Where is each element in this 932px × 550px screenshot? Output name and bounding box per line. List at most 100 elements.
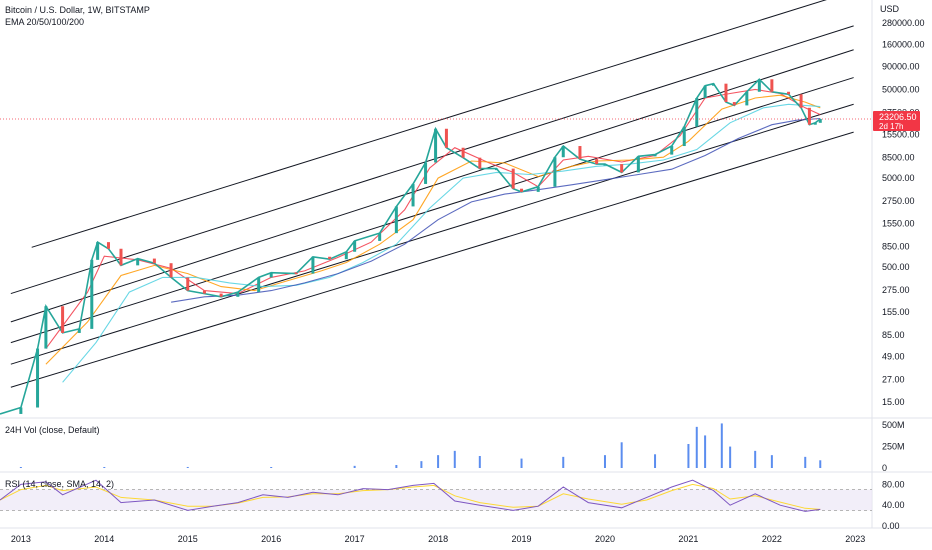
volume-bar (562, 456, 565, 468)
channel-line (31, 0, 827, 248)
price-tick-label: 15.00 (882, 397, 905, 407)
ema-lines (45, 88, 821, 383)
price-candle (219, 293, 223, 297)
price-candle (636, 156, 640, 173)
price-candle (478, 157, 482, 169)
price-tick-label: 5000.00 (882, 173, 915, 183)
price-candle (328, 256, 332, 260)
price-candle (96, 242, 100, 260)
rsi-ma-line (0, 483, 821, 510)
price-tick-label: 49.00 (882, 351, 905, 361)
volume-legend[interactable]: 24H Vol (close, Default) (5, 425, 100, 435)
price-candle (520, 188, 524, 192)
volume-bar (186, 466, 189, 468)
price-tick-label: 275.00 (882, 285, 910, 295)
time-tick-label: 2019 (512, 534, 532, 544)
time-tick-label: 2020 (595, 534, 615, 544)
price-candle (603, 164, 607, 166)
price-candle (724, 83, 728, 103)
price-candle (434, 128, 438, 163)
price-candle (787, 91, 791, 95)
price-candle (536, 186, 540, 192)
price-candle (61, 306, 65, 333)
currency-label: USD (880, 4, 900, 14)
price-candle (770, 79, 774, 92)
price-candle (44, 306, 48, 349)
price-tick-label: 160000.00 (882, 40, 925, 50)
volume-tick-label: 250M (882, 442, 905, 452)
price-tick-label: 15500.00 (882, 130, 920, 140)
rsi-legend[interactable]: RSI (14, close, SMA, 14, 2) (5, 479, 115, 489)
volume-bar (720, 423, 723, 468)
volume-bar (453, 450, 456, 468)
time-tick-label: 2021 (678, 534, 698, 544)
volume-bar (819, 460, 822, 468)
price-candle (394, 206, 398, 234)
volume-bar (695, 426, 698, 468)
volume-bar (603, 455, 606, 468)
price-candle (411, 183, 415, 207)
price-candle (818, 118, 822, 123)
rsi-tick-label: 40.00 (882, 500, 905, 510)
price-candle (36, 348, 40, 408)
volume-tick-label: 500M (882, 420, 905, 430)
price-candle (695, 97, 699, 127)
price-tick-label: 155.00 (882, 307, 910, 317)
price-axis[interactable]: 280000.00160000.0090000.0050000.0027500.… (882, 18, 925, 531)
volume-bar (620, 442, 623, 468)
price-candle (294, 272, 298, 275)
volume-bar (520, 458, 523, 468)
volume-bar (270, 467, 273, 468)
price-candle (461, 147, 465, 158)
volume-bar (420, 461, 423, 468)
price-tick-label: 850.00 (882, 241, 910, 251)
price-candle (378, 233, 382, 241)
price-candle (269, 272, 273, 278)
price-candle (236, 292, 240, 297)
price-tick-label: 27.00 (882, 374, 905, 384)
ema50-line (45, 94, 821, 365)
symbol-title[interactable]: Bitcoin / U.S. Dollar, 1W, BITSTAMP (5, 5, 150, 15)
price-tick-label: 50000.00 (882, 84, 920, 94)
price-candle (90, 259, 94, 329)
price-candle (670, 146, 674, 155)
price-candle (257, 277, 261, 293)
ema20-line (45, 88, 821, 349)
volume-bar (654, 454, 657, 468)
price-tick-label: 1550.00 (882, 218, 915, 228)
volume-bar (729, 446, 732, 468)
volume-bar (103, 467, 106, 468)
channel-line (10, 49, 854, 323)
price-tag-value: 23206.50 (879, 112, 917, 122)
price-candle (807, 107, 811, 125)
price-candle (653, 154, 657, 157)
price-candle (202, 290, 206, 294)
time-axis[interactable]: 2013 2014 2015 2016 2017 2018 2019 2020 2021 2022… (11, 534, 865, 544)
time-tick-label: 2013 (11, 534, 31, 544)
price-candle (757, 79, 761, 92)
price-candle (19, 407, 23, 414)
price-candle (136, 258, 140, 266)
main-legend: Bitcoin / U.S. Dollar, 1W, BITSTAMP EMA … (5, 4, 150, 28)
ema-legend[interactable]: EMA 20/50/100/200 (5, 17, 85, 27)
volume-bars (19, 423, 822, 468)
time-tick-label: 2018 (428, 534, 448, 544)
ema100-line (62, 103, 821, 383)
price-candle (553, 157, 557, 187)
price-tag-box (873, 110, 920, 131)
rsi-tick-label: 80.00 (882, 479, 905, 489)
time-tick-label: 2015 (178, 534, 198, 544)
grid (0, 0, 932, 529)
volume-bar (395, 465, 398, 468)
price-candle (745, 91, 749, 106)
channel-line (10, 103, 854, 365)
channel-line (10, 131, 854, 388)
volume-bar (19, 467, 22, 468)
price-candle (799, 94, 803, 108)
price-candle (119, 248, 123, 266)
time-tick-label: 2016 (261, 534, 281, 544)
time-tick-label: 2022 (762, 534, 782, 544)
time-tick-label: 2017 (345, 534, 365, 544)
volume-bar (687, 444, 690, 468)
time-tick-label: 2014 (94, 534, 114, 544)
